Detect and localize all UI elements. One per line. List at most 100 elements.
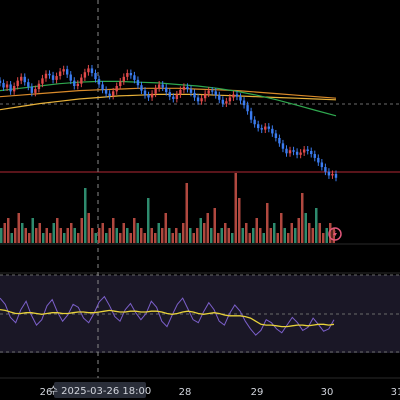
candle-body [182, 86, 186, 90]
volume-bar [308, 223, 311, 243]
volume-bar [304, 213, 307, 243]
volume-bar [273, 223, 276, 243]
volume-bar [143, 233, 146, 243]
volume-bar [206, 213, 209, 243]
volume-bar [178, 233, 181, 243]
candle-body [175, 94, 179, 99]
volume-bar [59, 228, 62, 243]
volume-bar [224, 223, 227, 243]
volume-bar [290, 223, 293, 243]
candle-body [20, 76, 23, 81]
candle-body [161, 84, 164, 88]
candle-body [225, 101, 228, 104]
candle-body [16, 80, 19, 86]
volume-bar [332, 228, 335, 243]
candle-body [221, 99, 225, 104]
volume-bar [133, 218, 136, 243]
volume-bar [70, 223, 73, 243]
candle-body [253, 119, 256, 125]
candle-body [331, 173, 334, 176]
volume-bar [276, 233, 279, 243]
lightning-icon[interactable] [328, 227, 342, 241]
candle-body [154, 88, 157, 94]
volume-bar [287, 233, 290, 243]
candle-body [30, 86, 34, 93]
candle-body [242, 100, 246, 106]
volume-bar [196, 228, 199, 243]
volume-bar [122, 223, 125, 243]
candle-body [51, 75, 55, 80]
candle-body [34, 89, 37, 93]
volume-bar [322, 233, 325, 243]
candle-body [136, 79, 140, 86]
volume-bar [164, 213, 167, 243]
candle-body [2, 82, 5, 88]
candle-body [76, 83, 80, 86]
volume-bar [161, 228, 164, 243]
volume-bar [0, 228, 3, 243]
volume-bar [259, 228, 262, 243]
candle-body [274, 133, 278, 138]
volume-bar [101, 223, 104, 243]
volume-bar [301, 193, 304, 243]
time-tick-28: 28 [179, 387, 192, 398]
candle-body [133, 75, 136, 80]
volume-bar [87, 213, 90, 243]
volume-bar [31, 218, 34, 243]
volume-bar [189, 228, 192, 243]
candle-body [48, 73, 51, 76]
candle-body [320, 162, 324, 168]
candle-body [157, 84, 161, 89]
candle-body [147, 95, 150, 98]
candle-body [278, 138, 281, 144]
volume-bar [66, 228, 69, 243]
candle-body [239, 96, 242, 101]
candle-body [189, 89, 193, 93]
candle-body [0, 80, 2, 83]
volume-bar [108, 228, 111, 243]
candle-body [122, 76, 125, 82]
candle-body [193, 92, 196, 98]
volume-bar [115, 228, 118, 243]
candle-body [207, 90, 210, 94]
time-tick-29: 29 [251, 387, 264, 398]
candle-body [306, 149, 309, 151]
volume-bar [52, 223, 55, 243]
candle-body [172, 96, 175, 99]
volume-bar [262, 233, 265, 243]
candle-body [104, 89, 108, 94]
candle-body [83, 72, 87, 78]
candle-body [313, 154, 316, 158]
volume-bar [238, 198, 241, 243]
volume-bar [80, 218, 83, 243]
candle-body [97, 79, 101, 85]
volume-bar [234, 173, 237, 243]
candle-body [249, 111, 253, 120]
candle-body [285, 148, 288, 154]
volume-bar [241, 228, 244, 243]
volume-bar [199, 218, 202, 243]
volume-bar [94, 233, 97, 243]
candle-body [62, 69, 65, 72]
candle-body [292, 150, 295, 152]
volume-bar [49, 233, 52, 243]
candle-body [87, 68, 90, 73]
volume-bar [311, 228, 314, 243]
candle-body [334, 173, 338, 178]
volume-bar [182, 223, 185, 243]
volume-bar [203, 223, 206, 243]
candle-body [90, 68, 94, 73]
volume-bar [294, 228, 297, 243]
candle-body [267, 126, 270, 129]
candle-body [179, 89, 182, 95]
volume-bar [280, 213, 283, 243]
volume-bar [318, 223, 321, 243]
volume-bar [217, 233, 220, 243]
ma-orange-line [0, 87, 337, 99]
candle-body [111, 91, 115, 96]
volume-bar [245, 223, 248, 243]
candle-body [73, 80, 76, 86]
volume-bar [14, 228, 17, 243]
